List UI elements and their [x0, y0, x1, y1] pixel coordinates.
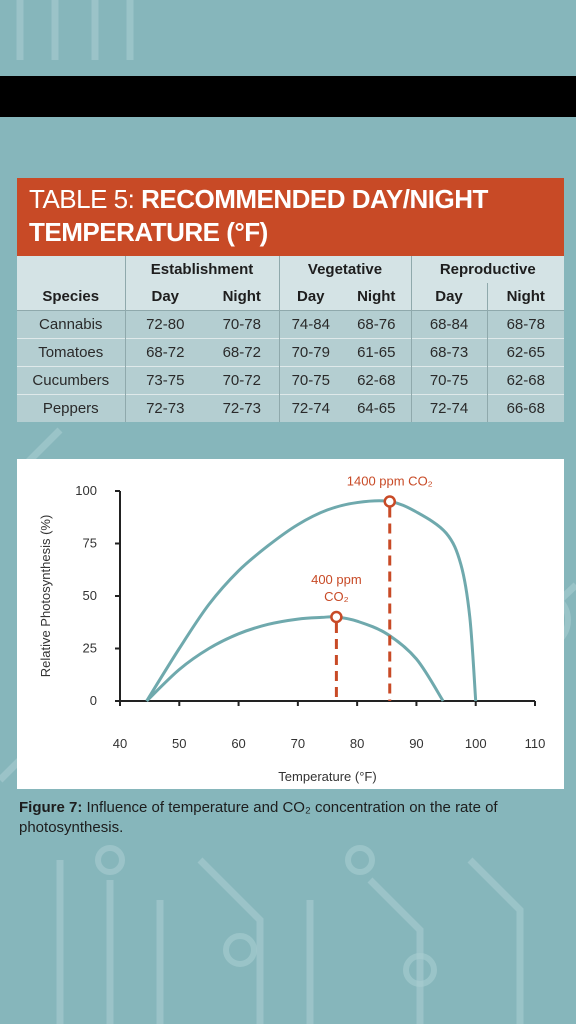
x-tick-label: 80 — [350, 736, 364, 751]
figure-caption-label: Figure 7: — [19, 799, 83, 816]
x-tick-label: 50 — [172, 736, 186, 751]
value-cell: 72-73 — [205, 394, 279, 422]
series-label-1: 400 ppm — [311, 572, 362, 587]
y-axis-label: Relative Photosynthesis (%) — [38, 515, 53, 678]
photosynthesis-chart-card: 0 25 50 75 100 40 50 60 70 80 90 100 110 Relative Pho… — [17, 459, 564, 789]
value-cell: 68-84 — [410, 310, 487, 339]
value-cell: 62-65 — [486, 338, 565, 367]
value-cell: 70-72 — [205, 366, 279, 395]
y-tick-label: 50 — [83, 588, 97, 603]
table-row: Cucumbers 73-75 70-72 70-75 62-68 70-75 … — [17, 366, 565, 395]
table-title: TABLE 5: RECOMMENDED DAY/NIGHT TEMPERATU… — [17, 178, 564, 256]
y-tick-label: 25 — [83, 641, 97, 656]
value-cell: 61-65 — [342, 338, 411, 367]
header-spacer — [17, 256, 125, 283]
curve-series-1 — [145, 615, 445, 703]
value-cell: 70-79 — [278, 338, 342, 367]
x-tick-label: 60 — [231, 736, 245, 751]
top-black-bar — [0, 76, 576, 117]
sub-header-night: Night — [486, 283, 565, 311]
figure-caption: Figure 7: Influence of temperature and C… — [19, 798, 549, 838]
temperature-table-card: TABLE 5: RECOMMENDED DAY/NIGHT TEMPERATU… — [17, 178, 565, 422]
series-label-1: CO₂ — [324, 589, 349, 604]
value-cell: 68-72 — [124, 338, 205, 367]
y-tick-label: 100 — [75, 483, 97, 498]
photosynthesis-chart: 0 25 50 75 100 40 50 60 70 80 90 100 110 Relative Pho… — [38, 474, 546, 785]
figure-caption-text: Influence of temperature and CO₂ concent… — [19, 799, 498, 836]
value-cell: 68-72 — [205, 338, 279, 367]
x-tick-label: 90 — [409, 736, 423, 751]
value-cell: 72-73 — [124, 394, 205, 422]
species-cell: Tomatoes — [17, 338, 125, 367]
value-cell: 72-80 — [124, 310, 205, 339]
value-cell: 66-68 — [486, 394, 565, 422]
species-cell: Cannabis — [17, 310, 125, 339]
table-row: Cannabis 72-80 70-78 74-84 68-76 68-84 6… — [17, 310, 565, 339]
value-cell: 72-74 — [410, 394, 487, 422]
y-tick-label: 0 — [90, 693, 97, 708]
sub-header-night: Night — [205, 283, 279, 311]
value-cell: 68-78 — [486, 310, 565, 339]
group-header-establishment: Establishment — [124, 256, 279, 283]
table-row: Tomatoes 68-72 68-72 70-79 61-65 68-73 6… — [17, 338, 565, 367]
value-cell: 68-73 — [410, 338, 487, 367]
curve-series-2 — [145, 499, 478, 702]
value-cell: 70-75 — [410, 366, 487, 395]
sub-header-day: Day — [410, 283, 487, 311]
species-header: Species — [17, 283, 125, 311]
table-title-text: RECOMMENDED DAY/NIGHT TEMPERATURE (°F) — [29, 184, 488, 247]
value-cell: 64-65 — [342, 394, 411, 422]
value-cell: 70-75 — [278, 366, 342, 395]
x-tick-label: 40 — [113, 736, 127, 751]
value-cell: 62-68 — [486, 366, 565, 395]
y-tick-label: 75 — [83, 536, 97, 551]
sub-header-night: Night — [342, 283, 411, 311]
x-axis-label: Temperature (°F) — [278, 769, 376, 784]
sub-header-day: Day — [278, 283, 342, 311]
species-cell: Cucumbers — [17, 366, 125, 395]
sub-header-day: Day — [124, 283, 205, 311]
value-cell: 73-75 — [124, 366, 205, 395]
series-label-2: 1400 ppm CO₂ — [347, 474, 433, 489]
value-cell: 72-74 — [278, 394, 342, 422]
species-cell: Peppers — [17, 394, 125, 422]
group-header-vegetative: Vegetative — [278, 256, 411, 283]
x-tick-label: 100 — [465, 736, 487, 751]
value-cell: 70-78 — [205, 310, 279, 339]
value-cell: 68-76 — [342, 310, 411, 339]
value-cell: 74-84 — [278, 310, 342, 339]
value-cell: 62-68 — [342, 366, 411, 395]
peak-marker-1 — [330, 610, 343, 624]
table-row: Peppers 72-73 72-73 72-74 64-65 72-74 66… — [17, 394, 565, 422]
table-title-label: TABLE 5: — [29, 184, 135, 214]
x-tick-label: 70 — [291, 736, 305, 751]
x-tick-label: 110 — [525, 736, 546, 751]
peak-marker-2 — [383, 495, 396, 508]
group-header-reproductive: Reproductive — [410, 256, 565, 283]
temperature-table: Establishment Vegetative Reproductive Sp… — [17, 256, 565, 422]
